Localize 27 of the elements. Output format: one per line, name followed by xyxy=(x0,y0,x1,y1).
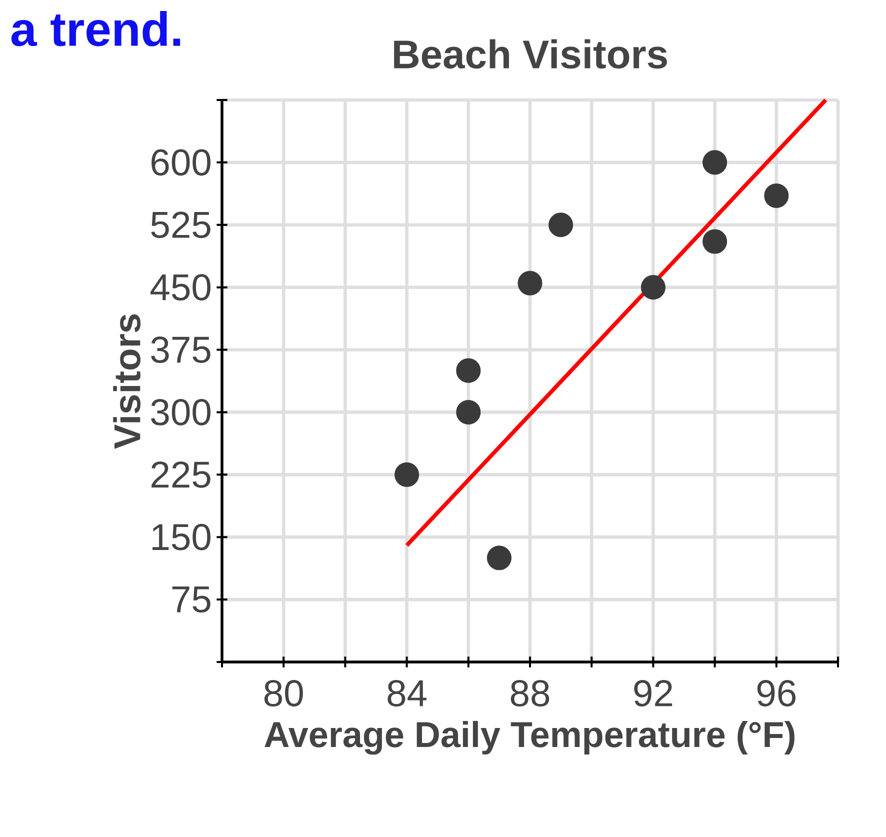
x-tick-label: 96 xyxy=(757,680,796,706)
point xyxy=(702,150,728,175)
x-tick-label: 88 xyxy=(510,680,550,706)
y-tick-label: 600 xyxy=(152,149,210,176)
y-tick-label: 75 xyxy=(172,586,210,613)
x-tick-label: 92 xyxy=(634,680,672,706)
y-tick-label: 375 xyxy=(151,336,210,363)
x-tick-label: 84 xyxy=(388,680,426,706)
point xyxy=(456,400,481,424)
point xyxy=(640,275,666,300)
y-tick-label: 450 xyxy=(150,274,210,301)
y-tick-label: 525 xyxy=(151,212,210,238)
x-axis-title: Average Daily Temperature (°F) xyxy=(264,720,794,755)
point xyxy=(518,270,542,296)
point xyxy=(548,212,574,238)
point xyxy=(702,229,728,254)
y-axis-title: Visitors xyxy=(113,314,141,449)
point xyxy=(456,358,481,383)
y-tick-label: 225 xyxy=(152,461,210,488)
x-tick-label: 80 xyxy=(264,680,303,706)
y-tick-label: 150 xyxy=(152,524,210,550)
y-tick-label: 300 xyxy=(151,399,210,426)
point xyxy=(394,462,420,487)
point xyxy=(486,546,512,570)
chart-title: Beach Visitors xyxy=(394,39,667,69)
text: a trend. xyxy=(11,11,180,46)
point xyxy=(764,183,789,208)
